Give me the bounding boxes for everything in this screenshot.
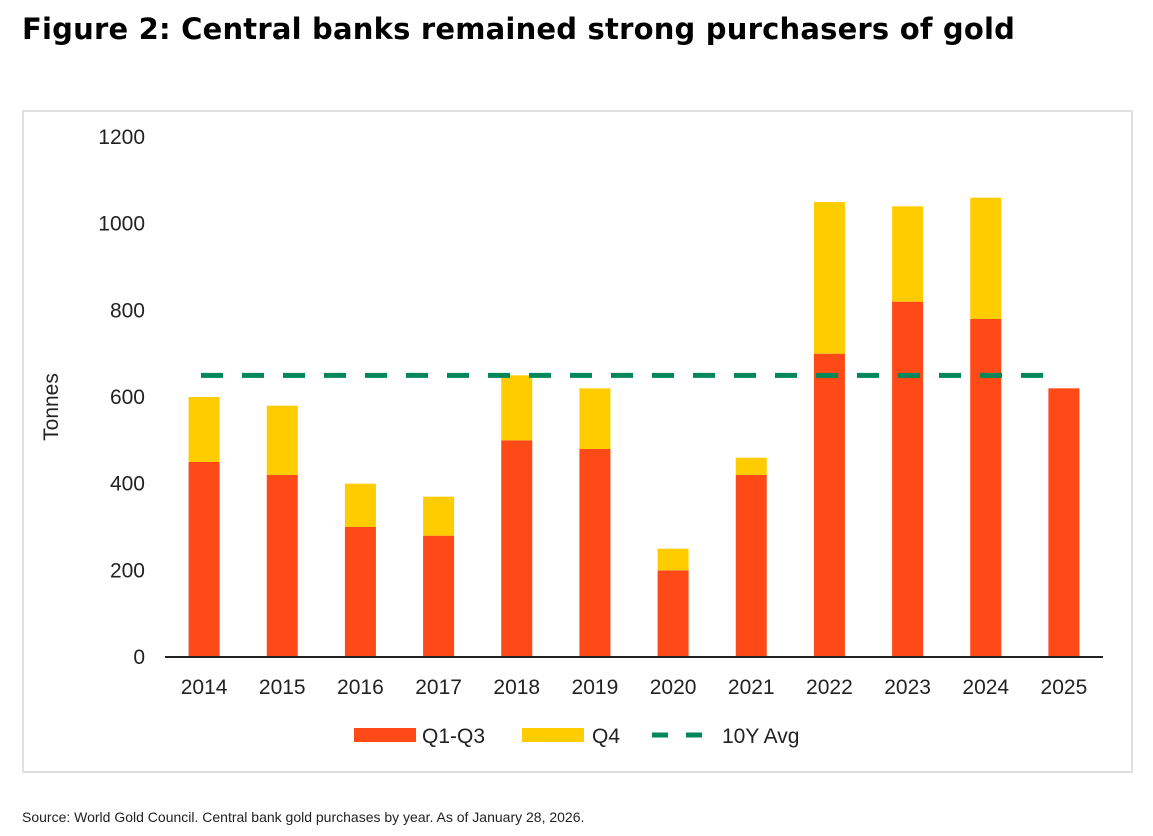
legend-swatch-q1-q3 (354, 728, 416, 742)
bar-q4-2023 (892, 206, 924, 302)
bar-q1-q3-2022 (813, 353, 845, 657)
bar-q1-q3-2019 (579, 449, 611, 657)
x-tick-label: 2021 (728, 676, 775, 699)
bar-q1-q3-2021 (735, 475, 767, 657)
y-tick-label: 800 (110, 299, 145, 322)
source-note: Source: World Gold Council. Central bank… (22, 809, 585, 825)
bar-q4-2022 (813, 202, 845, 354)
bar-q4-2018 (501, 375, 533, 441)
x-tick-label: 2020 (650, 676, 697, 699)
bar-q1-q3-2016 (344, 527, 376, 657)
bar-q4-2020 (657, 548, 689, 571)
bar-q4-2014 (188, 397, 220, 462)
bar-q1-q3-2025 (1048, 388, 1080, 657)
legend-swatch-q4 (522, 728, 584, 742)
x-tick-label: 2018 (493, 676, 540, 699)
bar-q1-q3-2015 (266, 475, 298, 657)
x-tick-label: 2015 (259, 676, 306, 699)
bar-q1-q3-2023 (892, 301, 924, 657)
bar-q4-2019 (579, 388, 611, 449)
x-tick-label: 2024 (962, 676, 1009, 699)
bar-q1-q3-2024 (970, 319, 1002, 657)
bar-q4-2024 (970, 197, 1002, 319)
y-tick-label: 1000 (98, 213, 145, 236)
bar-q1-q3-2014 (188, 462, 220, 657)
bar-q4-2015 (266, 405, 298, 475)
y-tick-label: 0 (133, 646, 145, 669)
x-tick-label: 2019 (572, 676, 619, 699)
x-tick-label: 2022 (806, 676, 853, 699)
y-tick-label: 200 (110, 559, 145, 582)
bar-q4-2017 (423, 496, 455, 536)
legend-label-q4: Q4 (592, 725, 620, 748)
x-tick-label: 2025 (1041, 676, 1088, 699)
bar-q1-q3-2017 (423, 535, 455, 657)
x-tick-label: 2014 (181, 676, 228, 699)
chart-frame (22, 110, 1133, 773)
x-tick-label: 2023 (884, 676, 931, 699)
x-tick-label: 2017 (415, 676, 462, 699)
bar-q1-q3-2020 (657, 570, 689, 657)
y-tick-label: 1200 (98, 126, 145, 149)
legend-label-q1-q3: Q1-Q3 (422, 725, 485, 748)
x-tick-label: 2016 (337, 676, 384, 699)
figure-title: Figure 2: Central banks remained strong … (22, 12, 1016, 46)
bar-q4-2016 (344, 483, 376, 527)
y-tick-label: 400 (110, 473, 145, 496)
legend-label-10y-avg: 10Y Avg (722, 725, 799, 748)
y-tick-label: 600 (110, 386, 145, 409)
y-axis-label: Tonnes (40, 373, 63, 441)
bar-q4-2021 (735, 457, 767, 475)
bar-q1-q3-2018 (501, 440, 533, 657)
